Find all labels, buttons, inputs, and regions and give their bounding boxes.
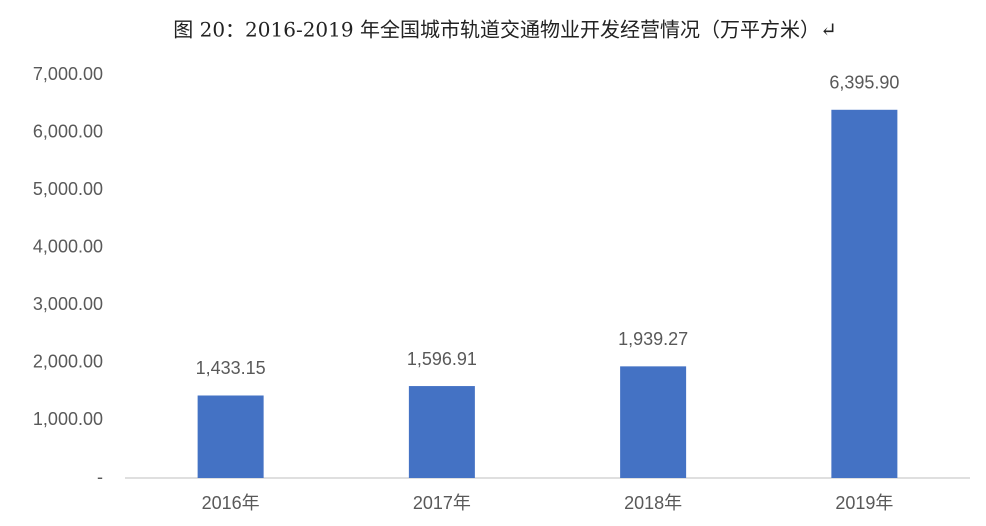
x-tick-label: 2018年 [624,493,682,513]
y-tick-label: 6,000.00 [33,121,103,141]
y-tick-label: - [97,467,103,487]
x-tick-label: 2016年 [202,493,260,513]
y-tick-label: 7,000.00 [33,64,103,84]
bar [197,395,264,478]
bar [831,109,898,478]
y-tick-label: 4,000.00 [33,236,103,256]
y-tick-label: 5,000.00 [33,179,103,199]
y-tick-label: 1,000.00 [33,409,103,429]
value-label: 6,395.90 [829,73,899,93]
y-tick-label: 3,000.00 [33,294,103,314]
bar [408,386,475,478]
x-tick-label: 2017年 [413,493,471,513]
value-label: 1,596.91 [407,349,477,369]
bar [620,366,687,478]
y-tick-label: 2,000.00 [33,352,103,372]
value-label: 1,939.27 [618,329,688,349]
x-tick-label: 2019年 [835,493,893,513]
value-label: 1,433.15 [196,358,266,378]
chart-title: 图 20：2016-2019 年全国城市轨道交通物业开发经营情况（万平方米）↵ [173,18,836,42]
